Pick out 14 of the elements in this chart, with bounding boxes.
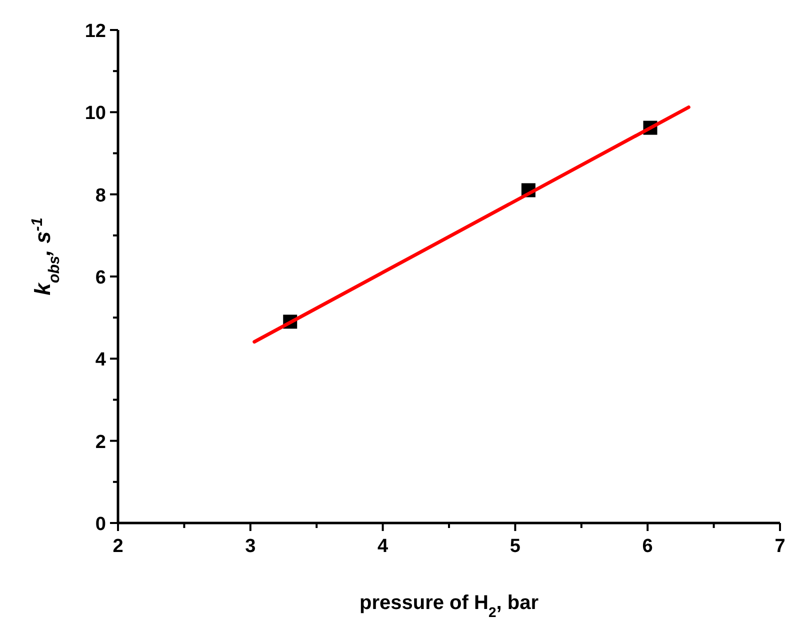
y-tick-label: 8	[95, 185, 106, 206]
y-tick-label: 4	[95, 350, 106, 371]
x-tick-label: 2	[112, 536, 124, 557]
y-tick-label: 12	[84, 21, 106, 42]
x-tick-label: 7	[774, 536, 786, 557]
x-axis-title: pressure of H$_{2}$, bar	[360, 592, 539, 620]
y-tick-label: 6	[95, 268, 106, 288]
y-tick-label: 2	[95, 432, 106, 453]
x-tick-label: 3	[245, 536, 256, 557]
x-tick-label: 4	[378, 536, 389, 557]
y-tick-label: 10	[84, 103, 106, 124]
x-tick-label: 5	[510, 536, 521, 557]
x-tick-label: 6	[642, 536, 653, 557]
y-tick-label: 0	[95, 514, 106, 535]
